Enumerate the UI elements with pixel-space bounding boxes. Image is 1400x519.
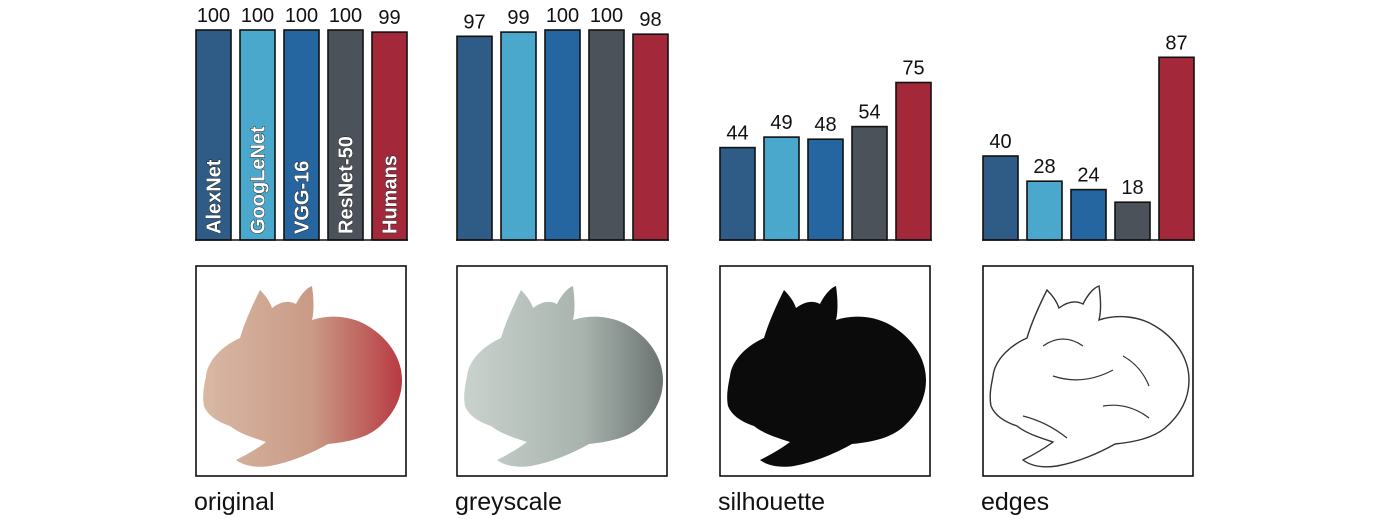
bar-silhouette-alexnet [719, 146, 756, 241]
bar-original-alexnet [195, 29, 232, 241]
value-label-edges-googlenet: 28 [1033, 156, 1055, 178]
bar-edges-googlenet [1026, 180, 1063, 241]
value-label-edges-humans: 87 [1165, 32, 1187, 54]
value-label-silhouette-humans: 75 [902, 58, 924, 80]
value-label-original-googlenet: 100 [241, 5, 274, 27]
value-label-greyscale-alexnet: 97 [463, 11, 485, 33]
value-label-original-resnet-50: 100 [329, 5, 362, 27]
bar-greyscale-vgg-16 [544, 29, 581, 241]
bar-greyscale-humans [632, 33, 669, 241]
value-label-original-alexnet: 100 [197, 5, 230, 27]
panel-original: 100 AlexNet 100 GoogLeNet 100 VGG-16 100 ResNet… [194, 5, 408, 516]
value-label-greyscale-googlenet: 99 [507, 7, 529, 29]
bar-edges-resnet-50 [1114, 201, 1151, 241]
value-label-greyscale-vgg-16: 100 [546, 5, 579, 27]
legend-googlenet: GoogLeNet [248, 126, 270, 234]
condition-label-greyscale: greyscale [455, 488, 562, 516]
cat-image-edges-detail [1022, 338, 1150, 439]
panel-silhouette: 44 49 48 54 75 silhouette [718, 58, 932, 516]
bar-silhouette-resnet-50 [851, 125, 888, 241]
value-label-original-vgg-16: 100 [285, 5, 318, 27]
stimulus-frame-edges [982, 265, 1194, 477]
bar-edges-humans [1158, 56, 1195, 241]
legend-humans: Humans [380, 155, 402, 234]
legend-resnet-50: ResNet-50 [336, 136, 358, 234]
bar-silhouette-vgg-16 [807, 138, 844, 241]
condition-label-silhouette: silhouette [718, 488, 825, 516]
panel-greyscale: 97 99 100 100 98 greyscale [455, 5, 669, 516]
value-label-edges-resnet-50: 18 [1121, 177, 1143, 199]
panel-edges: 40 28 24 18 87 edges [981, 32, 1195, 516]
bar-silhouette-humans [895, 81, 932, 241]
value-label-original-humans: 99 [378, 7, 400, 29]
value-label-greyscale-humans: 98 [639, 9, 661, 31]
condition-label-original: original [194, 488, 275, 516]
value-label-edges-alexnet: 40 [989, 131, 1011, 153]
value-label-silhouette-vgg-16: 48 [814, 114, 836, 136]
value-label-edges-vgg-16: 24 [1077, 165, 1099, 187]
bar-greyscale-googlenet [500, 31, 537, 241]
value-label-silhouette-alexnet: 44 [726, 123, 748, 145]
bar-original-resnet-50 [327, 29, 364, 241]
bar-edges-alexnet [982, 155, 1019, 241]
bar-greyscale-resnet-50 [588, 29, 625, 241]
legend-vgg-16: VGG-16 [292, 161, 314, 234]
bar-silhouette-googlenet [763, 136, 800, 241]
panels: 100 AlexNet 100 GoogLeNet 100 VGG-16 100 ResNet… [194, 5, 1195, 516]
value-label-greyscale-resnet-50: 100 [590, 5, 623, 27]
condition-label-edges: edges [981, 488, 1049, 516]
bar-edges-vgg-16 [1070, 188, 1107, 241]
bar-original-googlenet [239, 29, 276, 241]
value-label-silhouette-googlenet: 49 [770, 112, 792, 134]
legend-alexnet: AlexNet [204, 159, 226, 234]
value-label-silhouette-resnet-50: 54 [858, 102, 880, 124]
bar-greyscale-alexnet [456, 35, 493, 241]
